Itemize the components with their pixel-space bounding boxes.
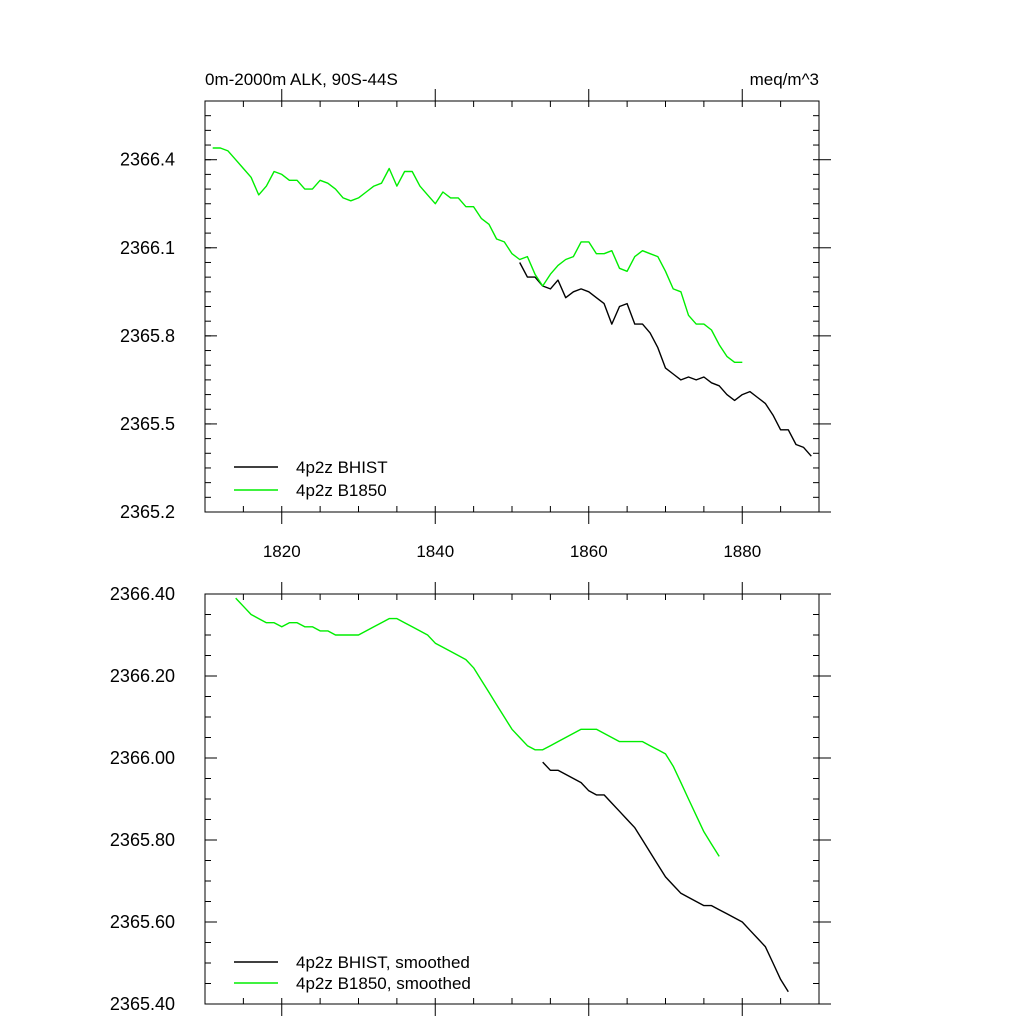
bottom-plot-frame	[204, 593, 820, 1005]
bottom-panel: 2365.40 2365.60 2365.80 2366.00 2366.20 2366.…	[110, 582, 831, 1016]
top-tick-labels: 1820 1840 1860 1880 2365.2 2365.5 2365.8 2366.1…	[120, 150, 761, 561]
top-legend: 4p2z BHIST 4p2z B1850	[234, 458, 388, 500]
top-ticks	[204, 89, 831, 524]
bottom-series-line-1	[235, 597, 720, 857]
top-series-line-0	[519, 262, 812, 457]
top-x-tick-label: 1820	[263, 542, 301, 561]
bottom-legend: 4p2z BHIST, smoothed 4p2z B1850, smoothed	[234, 953, 471, 993]
top-legend-label-1: 4p2z B1850	[296, 481, 387, 500]
top-chart-units: meq/m^3	[750, 70, 819, 89]
top-legend-label-0: 4p2z BHIST	[296, 458, 388, 477]
top-y-tick-label: 2366.1	[120, 238, 175, 258]
bottom-y-tick-label: 2366.20	[110, 666, 175, 686]
top-y-tick-label: 2365.5	[120, 414, 175, 434]
bottom-legend-label-0: 4p2z BHIST, smoothed	[296, 953, 470, 972]
bottom-y-tick-label: 2366.00	[110, 748, 175, 768]
top-x-tick-label: 1840	[416, 542, 454, 561]
bottom-y-tick-label: 2365.60	[110, 912, 175, 932]
top-plot-frame	[204, 100, 820, 513]
top-chart-title: 0m-2000m ALK, 90S-44S	[205, 70, 398, 89]
top-y-tick-label: 2365.2	[120, 502, 175, 522]
bottom-y-tick-label: 2365.80	[110, 830, 175, 850]
top-x-tick-label: 1880	[723, 542, 761, 561]
bottom-series-line-0	[542, 761, 789, 993]
bottom-series	[235, 597, 789, 993]
top-series-line-1	[212, 147, 743, 363]
top-x-tick-label: 1860	[570, 542, 608, 561]
top-series	[212, 147, 812, 457]
bottom-y-tick-label: 2366.40	[110, 584, 175, 604]
top-y-tick-label: 2366.4	[120, 150, 175, 170]
bottom-ticks	[204, 582, 831, 1016]
bottom-legend-label-1: 4p2z B1850, smoothed	[296, 974, 471, 993]
bottom-tick-labels: 2365.40 2365.60 2365.80 2366.00 2366.20 2366.…	[110, 584, 175, 1014]
bottom-y-tick-label: 2365.40	[110, 994, 175, 1014]
top-panel: 0m-2000m ALK, 90S-44S meq/m^3 1820 1840 18…	[120, 70, 831, 561]
top-y-tick-label: 2365.8	[120, 326, 175, 346]
